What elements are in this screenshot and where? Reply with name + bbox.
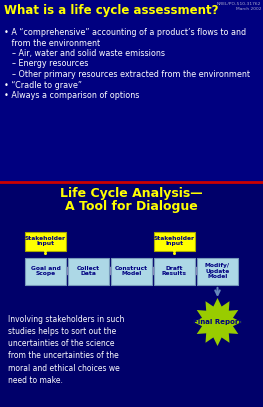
Text: Goal and
Scope: Goal and Scope [31, 266, 60, 276]
Text: A Tool for Dialogue: A Tool for Dialogue [65, 200, 197, 213]
Text: • Always a comparison of options: • Always a comparison of options [4, 91, 139, 100]
Bar [0, 0, 263, 182]
Bar [0, 182, 263, 407]
Text: Final Report: Final Report [193, 319, 242, 325]
Polygon shape [194, 298, 241, 346]
Text: • “Cradle to grave”: • “Cradle to grave” [4, 81, 82, 90]
Text: Collect
Data: Collect Data [77, 266, 100, 276]
Text: – Energy resources: – Energy resources [12, 59, 88, 68]
Text: Life Cycle Analysis—: Life Cycle Analysis— [60, 187, 202, 200]
FancyBboxPatch shape [154, 258, 195, 284]
FancyBboxPatch shape [197, 258, 238, 284]
Text: Stakeholder
Input: Stakeholder Input [25, 236, 66, 246]
Text: Stakeholder
Input: Stakeholder Input [154, 236, 195, 246]
Text: Involving stakeholders in such
studies helps to sort out the
uncertainties of th: Involving stakeholders in such studies h… [8, 315, 124, 385]
Text: – Air, water and solid waste emissions: – Air, water and solid waste emissions [12, 49, 165, 58]
FancyBboxPatch shape [25, 232, 66, 250]
Text: – Other primary resources extracted from the environment: – Other primary resources extracted from… [12, 70, 250, 79]
FancyBboxPatch shape [154, 232, 195, 250]
Text: Construct
Model: Construct Model [115, 266, 148, 276]
FancyBboxPatch shape [111, 258, 152, 284]
FancyBboxPatch shape [25, 258, 66, 284]
Text: Modify/
Update
Model: Modify/ Update Model [205, 263, 230, 279]
Text: Draft
Results: Draft Results [162, 266, 187, 276]
Text: NREL/PO-510-31762
March 2002: NREL/PO-510-31762 March 2002 [217, 2, 261, 11]
FancyBboxPatch shape [68, 258, 109, 284]
Text: What is a life cycle assessment?: What is a life cycle assessment? [4, 4, 219, 17]
Text: • A “comprehensive” accounting of a product’s flows to and: • A “comprehensive” accounting of a prod… [4, 28, 246, 37]
Text: from the environment: from the environment [4, 39, 100, 48]
